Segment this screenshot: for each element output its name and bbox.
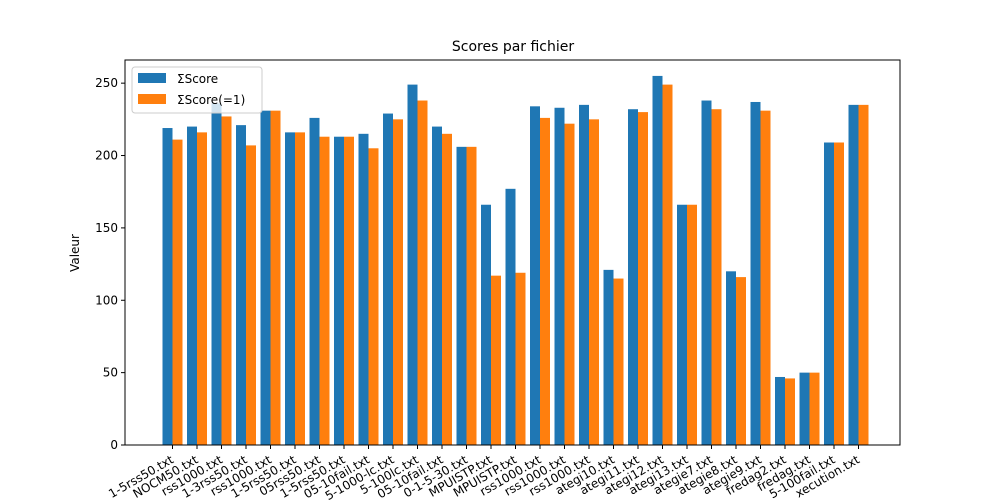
bar-series-1-11 bbox=[432, 126, 442, 445]
legend: ΣScore ΣScore(=1) bbox=[131, 66, 263, 114]
bar-series-2-15 bbox=[540, 117, 550, 445]
legend-label-series-1: ΣScore bbox=[177, 72, 218, 86]
bar-series-2-14 bbox=[515, 272, 526, 445]
y-axis-label: Valeur bbox=[68, 234, 82, 272]
bar-series-2-3 bbox=[246, 145, 256, 446]
bar-series-1-24 bbox=[750, 101, 761, 445]
bar-series-1-8 bbox=[358, 133, 369, 445]
legend-label-series-2: ΣScore(=1) bbox=[177, 93, 245, 107]
bar-series-1-21 bbox=[677, 204, 687, 445]
bar-series-1-14 bbox=[505, 188, 516, 445]
legend-swatch-series-1 bbox=[138, 73, 166, 83]
y-tick-label: 250 bbox=[95, 76, 118, 90]
bar-series-2-6 bbox=[319, 136, 330, 446]
bar-series-1-23 bbox=[726, 271, 736, 445]
bar-series-2-21 bbox=[687, 204, 697, 445]
bar-series-1-3 bbox=[236, 125, 246, 445]
legend-swatch-series-2 bbox=[138, 94, 166, 104]
bar-series-2-11 bbox=[442, 133, 452, 445]
bar-series-1-0 bbox=[162, 128, 173, 446]
bar-series-1-26 bbox=[799, 372, 810, 445]
bar-series-1-10 bbox=[407, 84, 418, 446]
bar-series-2-9 bbox=[393, 119, 403, 445]
bar-series-1-7 bbox=[334, 136, 344, 446]
bar-series-2-23 bbox=[736, 277, 746, 445]
bars-group bbox=[162, 75, 869, 446]
bar-series-1-5 bbox=[285, 132, 295, 446]
bar-series-1-1 bbox=[187, 126, 197, 445]
plot-frame bbox=[124, 59, 901, 446]
bar-series-1-13 bbox=[481, 204, 491, 445]
bar-series-2-20 bbox=[662, 84, 673, 446]
bar-series-1-9 bbox=[383, 113, 393, 445]
bar-series-1-19 bbox=[628, 109, 638, 446]
bar-series-2-7 bbox=[344, 136, 354, 446]
bar-series-2-17 bbox=[589, 119, 599, 445]
bar-series-1-28 bbox=[848, 104, 859, 446]
bar-series-2-27 bbox=[834, 142, 844, 445]
bar-series-1-27 bbox=[824, 142, 834, 445]
bar-series-1-25 bbox=[775, 376, 785, 445]
bar-series-2-18 bbox=[613, 278, 624, 445]
bar-series-2-12 bbox=[466, 146, 477, 445]
bar-series-1-20 bbox=[652, 75, 663, 445]
bar-series-1-17 bbox=[579, 104, 589, 446]
y-tick-label: 150 bbox=[95, 221, 118, 235]
y-axis-ticks: 0 50 100 150 200 250 bbox=[95, 76, 125, 452]
bar-series-2-0 bbox=[172, 139, 183, 445]
bar-series-1-22 bbox=[701, 100, 712, 446]
bar-series-2-19 bbox=[638, 112, 648, 446]
bar-series-1-2 bbox=[211, 103, 222, 445]
bar-series-2-5 bbox=[295, 132, 305, 446]
bar-series-2-16 bbox=[564, 123, 575, 446]
bar-series-1-15 bbox=[530, 106, 540, 445]
bar-series-1-16 bbox=[554, 107, 565, 446]
y-tick-label: 100 bbox=[95, 293, 118, 307]
bar-series-2-22 bbox=[711, 109, 722, 446]
bar-series-2-25 bbox=[785, 378, 795, 445]
bar-series-1-18 bbox=[603, 269, 614, 445]
bar-series-2-26 bbox=[809, 372, 820, 445]
bar-series-2-24 bbox=[760, 110, 771, 445]
x-axis-ticks: 1-5rss50.txtNOCM50.txtrss1000.txt1-3rss5… bbox=[106, 445, 862, 500]
bar-series-2-2 bbox=[221, 116, 232, 446]
bar-series-2-1 bbox=[197, 132, 207, 446]
y-tick-label: 200 bbox=[95, 149, 118, 163]
bar-series-1-4 bbox=[260, 110, 271, 445]
bar-series-1-6 bbox=[309, 117, 320, 445]
y-tick-label: 0 bbox=[110, 438, 118, 452]
bar-series-2-28 bbox=[858, 104, 869, 446]
bar-series-2-13 bbox=[491, 275, 501, 445]
bar-series-1-12 bbox=[456, 146, 467, 445]
chart-title: Scores par fichier bbox=[452, 39, 575, 55]
bar-series-2-4 bbox=[270, 110, 281, 445]
y-tick-label: 50 bbox=[103, 366, 118, 380]
bar-series-2-8 bbox=[368, 148, 379, 445]
bar-series-2-10 bbox=[417, 100, 428, 446]
